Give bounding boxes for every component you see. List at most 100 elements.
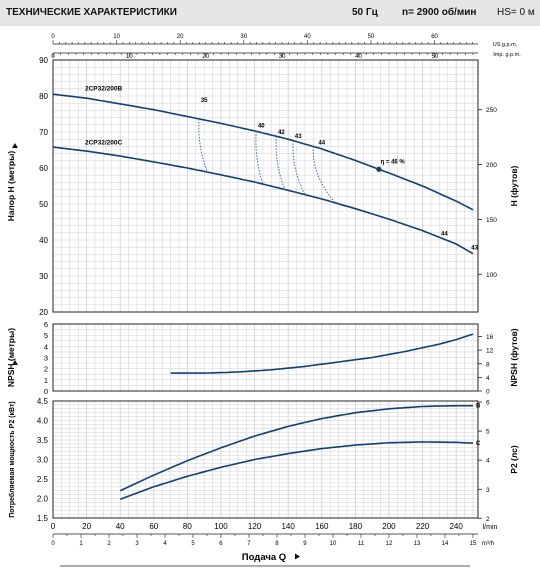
x-axis-title: Подача Q (242, 552, 286, 563)
efficiency-label: 43 (295, 134, 302, 140)
chart-grid (53, 60, 478, 518)
x-tick-label-m3h: 1 (79, 541, 83, 547)
y-tick-label: 6 (44, 320, 48, 329)
top-axis-us-tick-label: 20 (177, 34, 184, 40)
x-tick-label-lmin: 220 (416, 522, 430, 531)
x-tick-label-lmin: 180 (349, 522, 363, 531)
x-tick-label-m3h: 2 (107, 541, 111, 547)
right-tick-label: 0 (486, 389, 490, 396)
x-unit-m3h: m³/h (482, 541, 494, 547)
y-tick-label: 1 (44, 376, 48, 385)
x-tick-label-m3h: 4 (163, 541, 167, 547)
efficiency-label: 43 (471, 245, 478, 251)
spec-header: ТЕХНИЧЕСКИЕ ХАРАКТЕРИСТИКИ 50 Гц n= 2900… (0, 0, 540, 26)
best-efficiency-point (376, 166, 382, 172)
y-tick-label: 50 (39, 200, 48, 209)
x-tick-label-lmin: 100 (214, 522, 228, 531)
y-axis-title: NPSH (метры) (6, 328, 16, 387)
y-tick-label: 2 (44, 365, 48, 374)
series-label-200b: 2CP32/200B (85, 86, 123, 93)
axis-arrow-icon (12, 360, 18, 365)
y-tick-label: 1.5 (37, 514, 49, 523)
x-tick-label-lmin: 40 (116, 522, 125, 531)
right-tick-label: 150 (486, 217, 497, 224)
efficiency-iso-line (312, 146, 336, 204)
right-tick-label: 200 (486, 162, 497, 169)
panel-frame (52, 59, 479, 313)
top-axis-imp-tick-label: 50 (431, 54, 438, 60)
speed-label: n= 2900 об/мин (402, 7, 477, 18)
x-tick-label-lmin: 200 (382, 522, 396, 531)
axis-arrow-icon (12, 143, 18, 148)
efficiency-label: 42 (278, 130, 285, 136)
x-tick-label-lmin: 60 (149, 522, 158, 531)
y-tick-label: 4.5 (37, 397, 49, 406)
right-axis-title: NPSH (футов) (509, 328, 519, 386)
y-tick-label: 80 (39, 92, 48, 101)
suction-height-label: HS= 0 м (497, 7, 535, 18)
efficiency-label: η = 46 % (381, 159, 406, 165)
x-tick-label-m3h: 0 (51, 541, 55, 547)
x-tick-label-m3h: 10 (330, 541, 337, 547)
efficiency-label: 44 (441, 232, 448, 238)
panel-frames (52, 40, 482, 567)
top-axis-imp-tick-label: 40 (355, 54, 362, 60)
x-tick-label-m3h: 5 (191, 541, 195, 547)
top-axis-imp-tick-label: 10 (126, 54, 133, 60)
x-tick-label-lmin: 120 (248, 522, 262, 531)
x-tick-label-lmin: 140 (281, 522, 295, 531)
x-tick-label-m3h: 3 (135, 541, 139, 547)
efficiency-label: 44 (318, 141, 325, 147)
efficiency-iso-line (198, 118, 209, 173)
performance-curves (52, 93, 474, 501)
panel-frame (52, 400, 479, 519)
curve-c (119, 441, 474, 501)
right-tick-label: 6 (486, 400, 490, 407)
right-tick-label: 4 (486, 375, 490, 382)
right-axis-title: H (футов) (509, 165, 519, 206)
x-tick-label-lmin: 0 (51, 522, 56, 531)
efficiency-iso-line (275, 136, 286, 190)
panel-frame (52, 323, 479, 392)
x-tick-label-lmin: 20 (82, 522, 91, 531)
curve-npsh (170, 333, 474, 374)
y-tick-label: 60 (39, 164, 48, 173)
top-axis-us-tick-label: 30 (240, 34, 247, 40)
series-label-200c: 2CP32/200C (85, 140, 123, 147)
y-tick-label: 70 (39, 128, 48, 137)
top-axis-imp-tick-label: 30 (279, 54, 286, 60)
power-label-b: B (476, 404, 481, 410)
x-tick-label-m3h: 7 (247, 541, 251, 547)
top-axis-us-tick-label: 60 (431, 34, 438, 40)
top-axis-us-tick-label: 40 (304, 34, 311, 40)
x-axis-arrow-icon (295, 553, 300, 560)
x-tick-label-m3h: 11 (358, 541, 365, 547)
x-tick-label-m3h: 13 (414, 541, 421, 547)
y-tick-label: 30 (39, 272, 48, 281)
y-tick-label: 3 (44, 354, 48, 363)
top-axis-imp-tick-label: 0 (51, 54, 55, 60)
top-axis-us-tick-label: 50 (368, 34, 375, 40)
x-unit-lmin: l/min (483, 524, 498, 531)
right-tick-label: 12 (486, 348, 494, 355)
top-axis-us-tick-label: 0 (51, 34, 55, 40)
x-tick-label-m3h: 14 (442, 541, 449, 547)
y-tick-label: 2.5 (37, 475, 49, 484)
y-tick-label: 0 (44, 387, 48, 396)
top-axis-imp-tick-label: 20 (202, 54, 209, 60)
y-tick-label: 4 (44, 342, 48, 351)
y-tick-label: 90 (39, 56, 48, 65)
curve-2cp32-200b (52, 93, 474, 211)
spec-title: ТЕХНИЧЕСКИЕ ХАРАКТЕРИСТИКИ (6, 7, 177, 18)
y-tick-label: 40 (39, 236, 48, 245)
curve-2cp32-200c (52, 146, 474, 255)
right-tick-label: 100 (486, 272, 497, 279)
x-tick-label-lmin: 240 (449, 522, 463, 531)
y-tick-label: 5 (44, 331, 48, 340)
right-tick-label: 3 (486, 487, 490, 494)
y-tick-label: 2.0 (37, 495, 49, 504)
curve-b (119, 404, 473, 492)
x-tick-label-lmin: 160 (315, 522, 329, 531)
